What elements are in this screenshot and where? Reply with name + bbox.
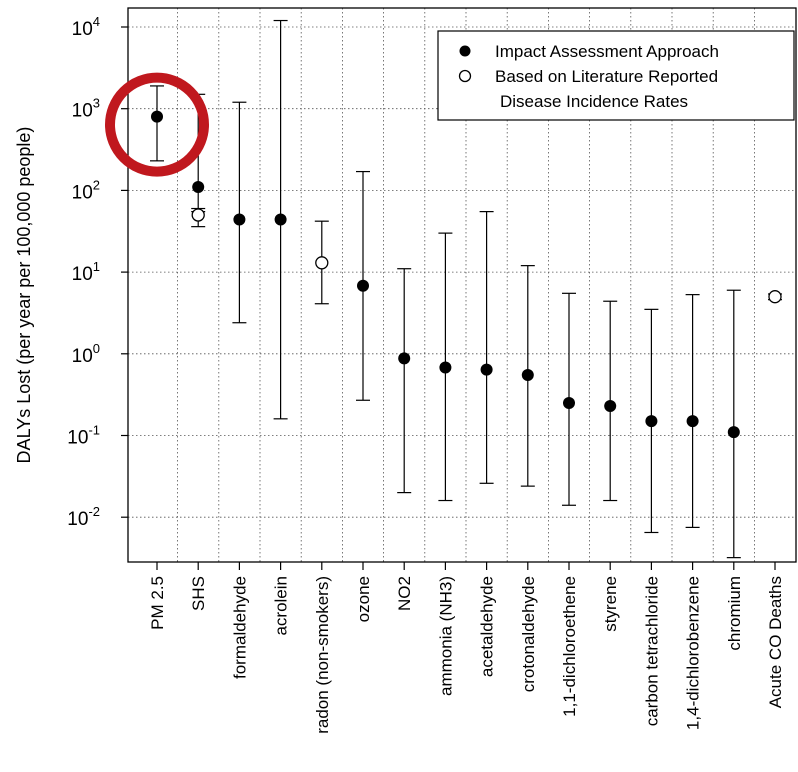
data-point-group — [314, 220, 329, 305]
x-tick-label: acrolein — [272, 576, 291, 636]
data-point-group — [232, 101, 247, 324]
data-points — [150, 19, 782, 559]
annotation — [105, 72, 209, 177]
x-tick-label: ammonia (NH3) — [436, 576, 455, 696]
data-point-filled — [521, 369, 534, 382]
legend-entry-label: Disease Incidence Rates — [500, 92, 688, 111]
data-point-filled — [274, 213, 287, 226]
x-tick-label: crotonaldehyde — [519, 576, 538, 692]
data-point-group — [685, 294, 700, 529]
data-point-group — [726, 289, 741, 559]
data-point-filled — [563, 396, 575, 409]
legend-entry-label: Based on Literature Reported — [495, 67, 718, 86]
legend-entry-label: Impact Assessment Approach — [495, 42, 719, 61]
y-tick-label: 10-1 — [67, 423, 100, 449]
y-axis: 10-2 10-1 100 101 102 103 104 DALYs Lost (per y… — [14, 14, 128, 530]
data-point-filled — [192, 181, 205, 194]
x-tick-label: SHS — [189, 576, 208, 611]
data-point-group — [520, 265, 535, 487]
data-point-filled — [686, 415, 699, 428]
x-tick-label: 1,1-dichloroethene — [560, 576, 579, 717]
y-axis-label: DALYs Lost (per year per 100,000 people) — [14, 127, 34, 464]
x-tick-label: carbon tetrachloride — [642, 576, 661, 726]
y-tick-label: 10-2 — [67, 504, 100, 530]
data-point-filled — [151, 110, 163, 123]
data-point-group — [438, 232, 453, 502]
x-tick-label: styrene — [601, 576, 620, 632]
data-point-filled — [727, 426, 740, 439]
y-tick-label: 100 — [72, 341, 100, 367]
x-axis: PM 2.5 SHS formaldehyde acrolein radon (non-… — [148, 562, 785, 734]
data-point-group — [768, 290, 782, 304]
data-point-group — [479, 211, 494, 484]
y-tick-label: 101 — [72, 259, 100, 285]
highlight-circle — [105, 72, 209, 177]
data-point-filled — [645, 415, 658, 428]
legend-marker-filled — [459, 45, 471, 57]
data-point-filled — [357, 279, 369, 292]
legend-box — [437, 30, 795, 121]
data-point-filled — [604, 399, 617, 412]
x-tick-label: chromium — [725, 576, 744, 651]
x-tick-label: formaldehyde — [230, 576, 249, 679]
legend-marker-open — [458, 69, 472, 83]
data-point-group — [397, 268, 412, 494]
data-point-group — [603, 300, 618, 502]
x-tick-label: acetaldehyde — [478, 576, 497, 677]
y-tick-label: 102 — [72, 177, 100, 203]
data-point-filled — [233, 213, 246, 226]
legend: Impact Assessment Approach Based on Liter… — [437, 30, 795, 121]
data-point-group — [191, 207, 206, 228]
x-tick-label: NO2 — [395, 576, 414, 611]
data-point-open — [191, 208, 205, 222]
x-tick-label: PM 2.5 — [148, 576, 167, 630]
data-point-open — [768, 290, 782, 304]
data-point-group — [644, 308, 659, 534]
x-tick-label: ozone — [354, 576, 373, 622]
x-tick-label: Acute CO Deaths — [766, 576, 785, 708]
data-point-filled — [439, 361, 452, 374]
data-point-open — [315, 256, 329, 270]
plot-frame — [127, 7, 797, 563]
data-point-group — [150, 85, 164, 162]
y-tick-label: 104 — [72, 14, 100, 40]
data-point-filled — [480, 363, 493, 376]
data-point-group — [356, 170, 370, 401]
x-tick-label: 1,4-dichlorobenzene — [684, 576, 703, 730]
y-tick-label: 103 — [72, 96, 100, 122]
data-point-group — [562, 292, 576, 506]
data-point-filled — [398, 352, 411, 365]
x-tick-label: radon (non-smokers) — [313, 576, 332, 734]
data-point-group — [273, 19, 288, 420]
